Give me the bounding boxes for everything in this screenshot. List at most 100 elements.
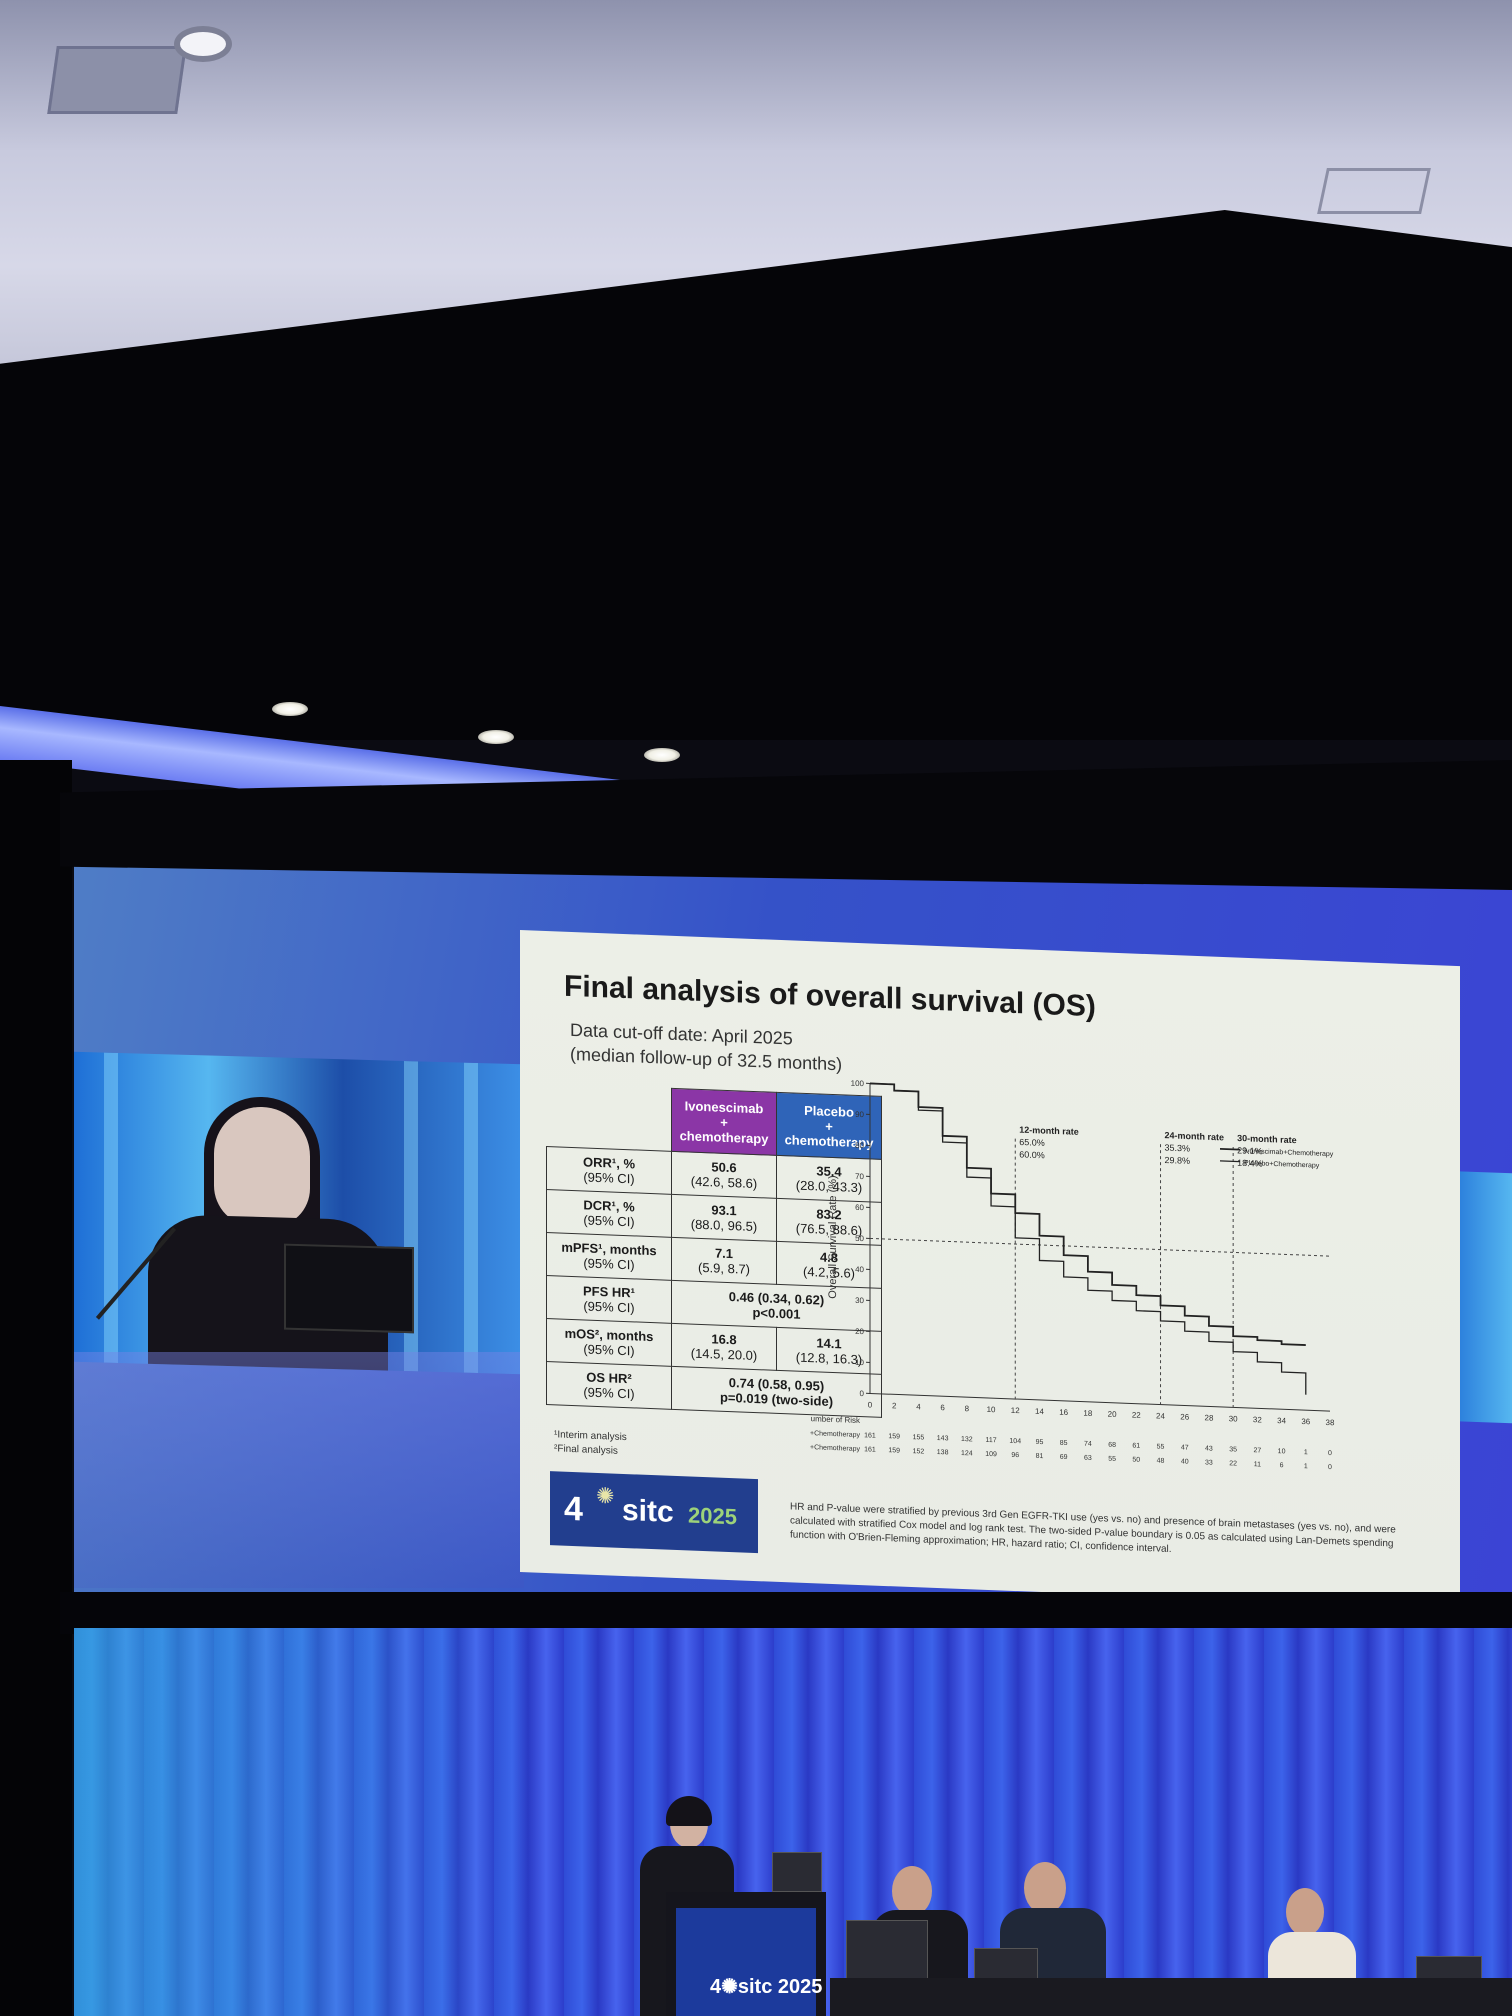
x-tick-label: 18: [1083, 1409, 1092, 1418]
risk-count: 40: [1181, 1458, 1189, 1465]
left-pillar: [0, 760, 72, 2016]
annotation-value: 29.1%: [1237, 1145, 1263, 1156]
row-label-ci: (95% CI): [583, 1169, 635, 1187]
risk-count: 61: [1132, 1443, 1140, 1450]
annotation-label: 24-month rate: [1165, 1130, 1224, 1142]
presenter-hair: [666, 1796, 712, 1826]
x-tick-label: 22: [1132, 1411, 1141, 1420]
risk-count: 0: [1328, 1450, 1332, 1457]
y-tick-label: 0: [860, 1389, 865, 1398]
y-tick-label: 90: [855, 1110, 864, 1119]
row-label-ci: (95% CI): [583, 1255, 635, 1273]
header-ivonescimab: Ivonescimab + chemotherapy: [671, 1088, 777, 1156]
risk-count: 132: [961, 1436, 973, 1443]
annotation-value: 60.0%: [1019, 1149, 1045, 1160]
risk-count: 48: [1157, 1457, 1165, 1464]
x-tick-label: 10: [987, 1405, 996, 1414]
row-label-ci: (95% CI): [583, 1341, 635, 1359]
video-background-stripe: [464, 1062, 478, 1374]
row-label-ci: (95% CI): [583, 1298, 635, 1316]
row-label-ci: (95% CI): [583, 1212, 635, 1230]
row-label-ci: (95% CI): [583, 1384, 635, 1402]
panelist-head: [892, 1866, 932, 1916]
laptop: [846, 1920, 928, 1980]
row-label: mOS², months (95% CI): [546, 1318, 672, 1367]
panelist-body: [1268, 1932, 1356, 1982]
risk-count: 11: [1254, 1461, 1261, 1468]
risk-row-label: Ivonescimab+Chemotherapy: [810, 1429, 860, 1439]
risk-count: 50: [1132, 1457, 1140, 1464]
x-tick-label: 16: [1059, 1408, 1068, 1417]
speaker-face: [214, 1105, 310, 1229]
laptop: [284, 1243, 414, 1334]
x-tick-label: 8: [965, 1404, 970, 1413]
risk-count: 10: [1278, 1448, 1286, 1455]
cell-ivo: 50.6 (42.6, 58.6): [671, 1151, 777, 1199]
laptop: [974, 1948, 1038, 1980]
risk-count: 63: [1084, 1455, 1092, 1462]
risk-count: 81: [1036, 1453, 1044, 1460]
risk-count: 27: [1253, 1447, 1261, 1454]
x-tick-label: 14: [1035, 1407, 1044, 1416]
stage-light: [272, 702, 308, 716]
stage-light: [644, 748, 680, 762]
panel-table: [830, 1978, 1512, 2016]
y-tick-label: 70: [855, 1172, 864, 1181]
table-footnote: ¹Interim analysis: [554, 1429, 627, 1444]
annotation-value: 18.4%: [1237, 1158, 1263, 1169]
annotation-value: 35.3%: [1165, 1143, 1191, 1154]
y-tick-label: 80: [855, 1141, 864, 1150]
ceiling-vent-right: [1317, 168, 1431, 214]
y-tick-label: 60: [855, 1203, 864, 1212]
video-background-stripe: [104, 1052, 118, 1363]
cell-ci: (14.5, 20.0): [690, 1345, 758, 1364]
annotation-label: 12-month rate: [1019, 1125, 1078, 1137]
podium-panel: [676, 1908, 816, 2016]
x-tick-label: 26: [1180, 1412, 1189, 1421]
legend-swatch: [1220, 1160, 1240, 1163]
risk-count: 161: [864, 1446, 876, 1453]
ceiling-speaker: [174, 26, 232, 62]
risk-count: 96: [1011, 1452, 1019, 1459]
header-line: +: [720, 1114, 728, 1130]
risk-count: 152: [913, 1448, 925, 1455]
x-tick-label: 24: [1156, 1411, 1165, 1420]
legend-label: Placebo+Chemotherapy: [1244, 1160, 1320, 1170]
header-line: chemotherapy: [679, 1127, 769, 1147]
x-tick-label: 38: [1326, 1418, 1335, 1427]
x-tick-label: 12: [1011, 1406, 1020, 1415]
row-label: OS HR² (95% CI): [546, 1361, 672, 1410]
curtain-glow: [74, 1628, 534, 2016]
y-tick-label: 10: [855, 1358, 864, 1367]
row-label: PFS HR¹ (95% CI): [546, 1275, 672, 1324]
slide-footnote: HR and P-value were stratified by previo…: [790, 1501, 1396, 1556]
risk-count: 55: [1108, 1456, 1116, 1463]
risk-count: 1: [1304, 1463, 1308, 1470]
risk-count: 6: [1280, 1462, 1284, 1469]
y-tick-label: 50: [855, 1234, 864, 1243]
cell-ci: (5.9, 8.7): [697, 1259, 751, 1277]
risk-count: 22: [1229, 1460, 1237, 1467]
risk-count: 33: [1205, 1459, 1213, 1466]
cell-ivo: 16.8 (14.5, 20.0): [671, 1323, 777, 1371]
risk-count: 0: [1328, 1464, 1332, 1471]
risk-count: 85: [1060, 1440, 1068, 1447]
x-tick-label: 28: [1204, 1413, 1213, 1422]
table-footnote: ²Final analysis: [554, 1443, 618, 1457]
slide-subtitle: (median follow-up of 32.5 months): [570, 1043, 843, 1075]
x-tick-label: 4: [916, 1402, 921, 1411]
median-line: [870, 1237, 1330, 1257]
stage-light: [478, 730, 514, 744]
risk-count: 1: [1304, 1449, 1308, 1456]
risk-count: 109: [985, 1451, 997, 1458]
panelist-head: [1286, 1888, 1324, 1936]
x-tick-label: 20: [1108, 1410, 1117, 1419]
table-corner: [546, 1083, 672, 1152]
panelist-head: [1024, 1862, 1066, 1914]
screen-bottom-band: [60, 1592, 1512, 1634]
row-label: mPFS¹, months (95% CI): [546, 1232, 672, 1281]
annotation-value: 29.8%: [1165, 1155, 1191, 1166]
logo-star-icon: ✺: [596, 1482, 615, 1509]
x-axis: [870, 1392, 1330, 1412]
